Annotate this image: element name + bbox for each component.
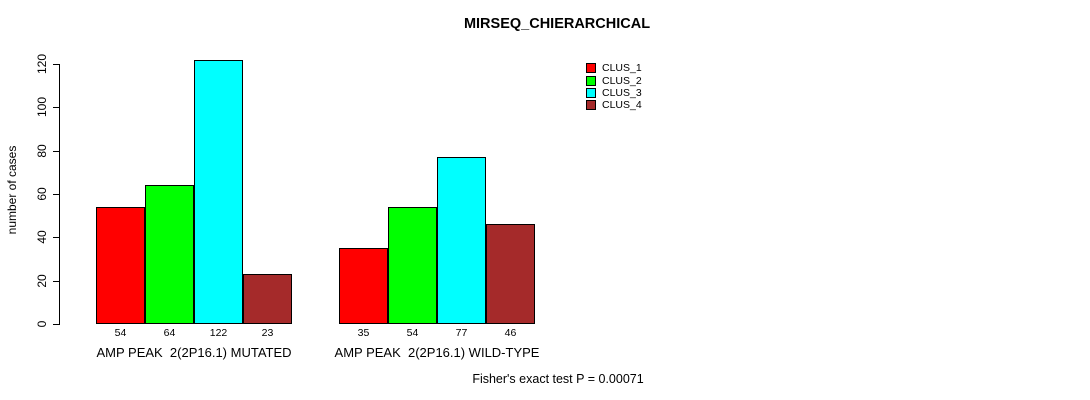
legend-swatch	[586, 75, 596, 86]
legend: CLUS_1 CLUS_2 CLUS_3 CLUS_4	[586, 62, 642, 112]
bar-value-label: 122	[209, 327, 228, 339]
bar-clus_2-group2	[388, 207, 437, 324]
bar-value-label: 46	[504, 327, 517, 339]
bar-clus_2-group1	[145, 185, 194, 324]
legend-item-clus_1: CLUS_1	[586, 62, 642, 74]
chart-title: MIRSEQ_CHIERARCHICAL	[463, 16, 651, 32]
bar-value-label: 54	[406, 327, 419, 339]
bar-clus_3-group2	[437, 157, 486, 324]
bar-value-label: 54	[114, 327, 127, 339]
y-axis-tick-label: 20	[35, 273, 49, 288]
y-axis-tick-label: 60	[35, 187, 49, 201]
legend-label: CLUS_4	[602, 99, 642, 112]
legend-label: CLUS_1	[602, 62, 642, 75]
y-axis-tick	[53, 194, 59, 195]
legend-item-clus_3: CLUS_3	[586, 87, 642, 99]
y-axis-tick	[53, 64, 59, 65]
y-axis-tick	[53, 280, 59, 282]
y-axis-tick-label: 100	[35, 97, 49, 118]
bar-value-label: 35	[357, 327, 370, 339]
bar-clus_4-group2	[486, 224, 535, 324]
legend-swatch	[586, 63, 596, 74]
y-axis-tick	[53, 324, 59, 325]
legend-label: CLUS_3	[602, 86, 642, 99]
bar-clus_3-group1	[194, 59, 243, 324]
bar-clus_1-group2	[339, 248, 388, 324]
bar-value-label: 77	[455, 327, 468, 339]
legend-swatch	[586, 100, 596, 111]
bar-clus_1-group1	[96, 207, 145, 324]
category-label: AMP PEAK 2(2P16.1) WILD-TYPE	[334, 345, 540, 360]
y-axis-tick-label: 0	[35, 320, 49, 328]
category-label: AMP PEAK 2(2P16.1) MUTATED	[96, 345, 292, 360]
y-axis-tick-label: 40	[35, 230, 49, 245]
bar-clus_4-group1	[243, 274, 292, 324]
bar-value-label: 23	[261, 327, 274, 339]
y-axis-title: number of cases	[5, 145, 19, 235]
legend-swatch	[586, 87, 596, 98]
y-axis-line	[59, 64, 60, 325]
fisher-test-annotation: Fisher's exact test P = 0.00071	[472, 372, 644, 386]
y-axis-tick-label: 120	[35, 53, 49, 75]
y-axis-tick	[53, 150, 59, 152]
y-axis-tick-label: 80	[35, 143, 49, 158]
legend-item-clus_2: CLUS_2	[586, 74, 642, 87]
y-axis-tick	[53, 237, 59, 239]
bar-value-label: 64	[163, 327, 176, 339]
legend-label: CLUS_2	[602, 74, 642, 87]
legend-item-clus_4: CLUS_4	[586, 99, 642, 111]
y-axis-tick	[53, 107, 59, 109]
